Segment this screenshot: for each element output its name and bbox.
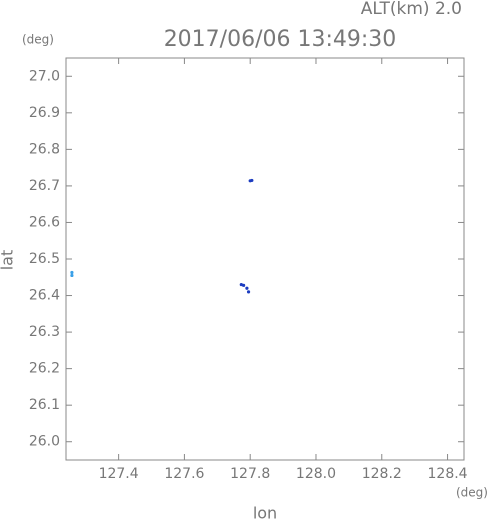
y-tick-label: 26.5 bbox=[29, 251, 60, 267]
data-point bbox=[250, 178, 254, 183]
y-tick-label: 26.7 bbox=[29, 178, 60, 194]
y-tick-label: 26.2 bbox=[29, 361, 60, 377]
y-tick-label: 26.4 bbox=[29, 288, 60, 304]
y-tick-label: 26.3 bbox=[29, 324, 60, 340]
chart-title: 2017/06/06 13:49:30 bbox=[164, 27, 397, 52]
y-unit: (deg) bbox=[22, 33, 54, 47]
y-tick-label: 27.0 bbox=[29, 68, 60, 84]
x-unit: (deg) bbox=[456, 486, 488, 500]
data-point bbox=[70, 273, 74, 278]
data-point bbox=[242, 283, 246, 287]
annotation: ALT(km) 2.0 bbox=[361, 0, 462, 19]
x-tick-label: 127.8 bbox=[230, 466, 270, 482]
data-point bbox=[245, 286, 249, 290]
x-tick-label: 128.2 bbox=[362, 466, 402, 482]
y-tick-label: 26.1 bbox=[29, 397, 60, 413]
x-label: lon bbox=[253, 504, 277, 521]
y-tick-label: 26.0 bbox=[29, 434, 60, 450]
x-tick-label: 128.4 bbox=[428, 466, 468, 482]
data-point bbox=[246, 290, 251, 294]
plot-frame bbox=[65, 57, 465, 461]
x-tick-label: 128.0 bbox=[296, 466, 336, 482]
x-tick-label: 127.6 bbox=[164, 466, 204, 482]
y-tick-label: 26.6 bbox=[29, 214, 60, 230]
x-tick-label: 127.4 bbox=[99, 466, 139, 482]
y-label: lat bbox=[0, 250, 17, 271]
y-tick-label: 26.8 bbox=[29, 141, 60, 157]
data-point bbox=[70, 270, 74, 275]
y-tick-label: 26.9 bbox=[29, 105, 60, 121]
